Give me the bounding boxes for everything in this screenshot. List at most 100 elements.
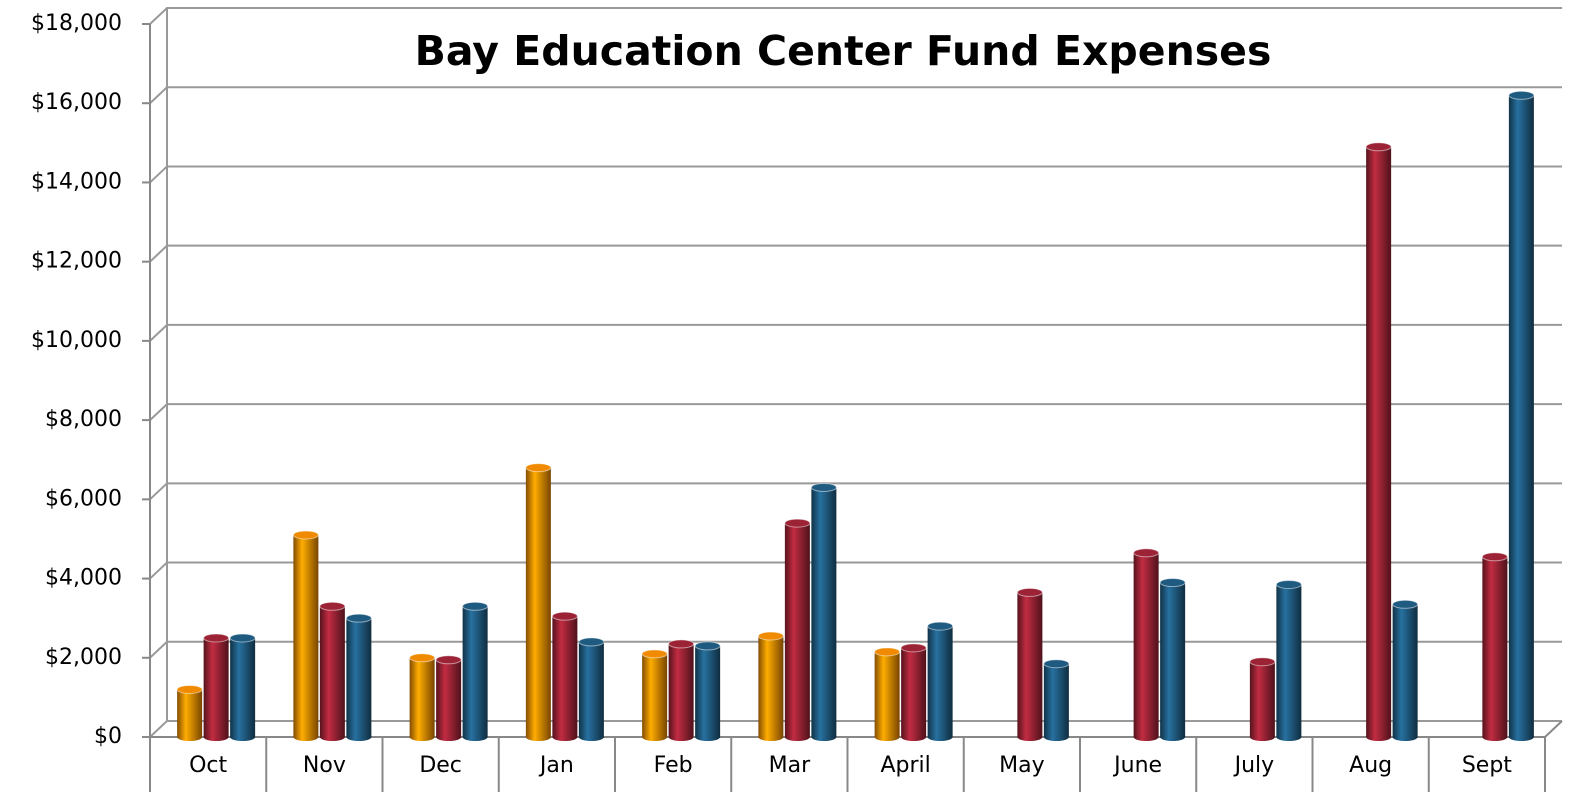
bar bbox=[230, 637, 256, 737]
bar bbox=[293, 534, 319, 737]
bar-top bbox=[810, 482, 837, 492]
x-tick-label: Sept bbox=[1462, 753, 1512, 778]
grid-line bbox=[149, 86, 1562, 104]
bar-bottom bbox=[525, 733, 551, 741]
x-tick-label: Mar bbox=[769, 753, 811, 778]
bar-bottom bbox=[578, 733, 604, 741]
bar bbox=[927, 626, 953, 737]
bar-top bbox=[525, 463, 552, 473]
bar bbox=[1160, 582, 1186, 737]
bar-top bbox=[927, 621, 954, 631]
bar bbox=[1508, 95, 1534, 738]
x-tick-label: June bbox=[1112, 753, 1162, 778]
bar-bottom bbox=[668, 733, 694, 741]
bar-top bbox=[1481, 552, 1508, 562]
bar bbox=[578, 641, 604, 737]
bar bbox=[346, 618, 372, 737]
bar-top bbox=[462, 601, 489, 611]
bar bbox=[695, 645, 721, 737]
bar-bottom bbox=[1276, 733, 1302, 741]
bar bbox=[1133, 552, 1159, 737]
bar-top bbox=[176, 684, 203, 694]
bar-bottom bbox=[1017, 733, 1043, 741]
y-tick-label: $6,000 bbox=[45, 486, 122, 511]
bar-top bbox=[784, 518, 811, 528]
bar bbox=[901, 647, 927, 737]
bar-top bbox=[694, 641, 721, 651]
grid-line bbox=[149, 482, 1562, 501]
bar-bottom bbox=[927, 733, 953, 741]
bar-bottom bbox=[1508, 733, 1534, 741]
bar-top bbox=[874, 647, 901, 657]
bar-top bbox=[551, 611, 578, 621]
bar-bottom bbox=[203, 733, 229, 741]
y-tick-label: $12,000 bbox=[31, 249, 122, 274]
bar-bottom bbox=[874, 733, 900, 741]
bar bbox=[1366, 146, 1392, 738]
bar bbox=[758, 635, 784, 737]
y-tick-label: $14,000 bbox=[31, 169, 122, 194]
bar-top bbox=[1249, 657, 1276, 667]
bar bbox=[1043, 663, 1069, 737]
bar-top bbox=[578, 637, 605, 647]
x-tick-label: April bbox=[880, 753, 930, 778]
bar-bottom bbox=[319, 733, 345, 741]
bar-top bbox=[1392, 599, 1419, 609]
x-tick-label: Nov bbox=[303, 753, 346, 778]
y-tick-label: $18,000 bbox=[31, 11, 122, 36]
y-tick-label: $16,000 bbox=[31, 90, 122, 115]
bar-top bbox=[1508, 90, 1535, 100]
bar bbox=[409, 657, 435, 737]
bar-bottom bbox=[1366, 733, 1392, 741]
chart-title: Bay Education Center Fund Expenses bbox=[415, 27, 1272, 75]
bar-bottom bbox=[230, 733, 256, 741]
grid-line bbox=[149, 561, 1562, 580]
bar-top bbox=[345, 613, 372, 623]
bar-bottom bbox=[901, 733, 927, 741]
bar-top bbox=[1016, 587, 1043, 597]
bar bbox=[811, 487, 837, 737]
bar-top bbox=[319, 601, 346, 611]
bar-top bbox=[900, 643, 927, 653]
bar-bottom bbox=[346, 733, 372, 741]
bar bbox=[436, 659, 462, 737]
bar bbox=[1017, 592, 1043, 737]
bar-top bbox=[1133, 548, 1160, 558]
bar bbox=[1276, 584, 1302, 737]
x-tick-label: Oct bbox=[189, 753, 227, 778]
bar-top bbox=[1365, 142, 1392, 152]
bar bbox=[1392, 604, 1418, 737]
x-tick-label: July bbox=[1233, 753, 1275, 778]
bar-top bbox=[203, 633, 230, 643]
bar-top bbox=[668, 639, 695, 649]
bar-bottom bbox=[1392, 733, 1418, 741]
grid-line bbox=[149, 244, 1562, 263]
x-tick-label: Jan bbox=[538, 753, 574, 778]
bar bbox=[552, 616, 578, 737]
bar bbox=[1482, 556, 1508, 737]
bar bbox=[642, 653, 668, 737]
bar bbox=[319, 606, 345, 737]
bar bbox=[1249, 661, 1275, 737]
y-tick-label: $8,000 bbox=[45, 407, 122, 432]
bar bbox=[525, 467, 551, 737]
bar bbox=[874, 651, 900, 737]
x-tick-label: Aug bbox=[1349, 753, 1392, 778]
bar-bottom bbox=[811, 733, 837, 741]
bar-bottom bbox=[1249, 733, 1275, 741]
bar-bottom bbox=[784, 733, 810, 741]
bar-top bbox=[435, 655, 462, 665]
bar-bottom bbox=[436, 733, 462, 741]
grid-line bbox=[149, 323, 1562, 342]
x-tick-label: May bbox=[999, 753, 1044, 778]
bar-bottom bbox=[695, 733, 721, 741]
bar-bottom bbox=[462, 733, 488, 741]
bar-bottom bbox=[1482, 733, 1508, 741]
bar-top bbox=[1043, 659, 1070, 669]
bar bbox=[784, 523, 810, 737]
bar bbox=[668, 643, 694, 737]
bar-bottom bbox=[177, 733, 203, 741]
bar-bottom bbox=[1133, 733, 1159, 741]
y-tick-label: $2,000 bbox=[45, 645, 122, 670]
